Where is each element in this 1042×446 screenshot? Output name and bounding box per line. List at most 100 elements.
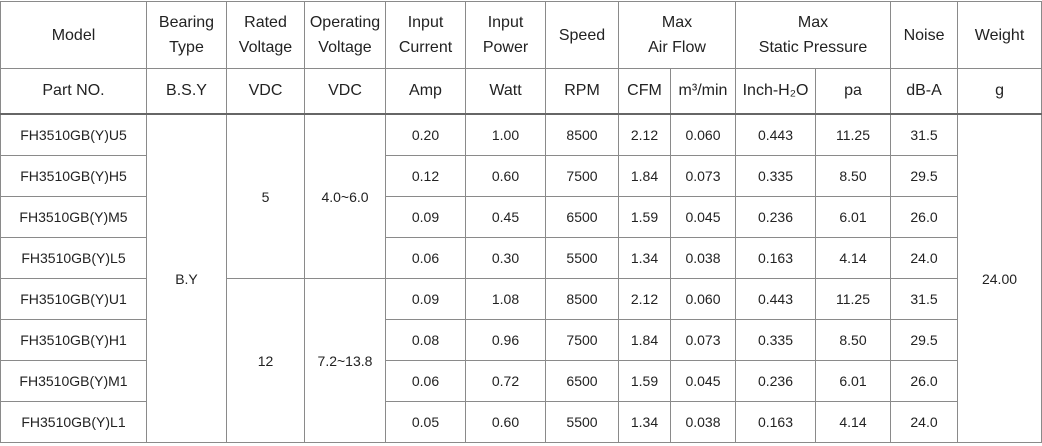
- data-row: FH3510GB(Y)M5 0.09 0.45 6500 1.59 0.045 0.236 6…: [0, 196, 1042, 238]
- data-cell: 11.25: [814, 113, 892, 156]
- data-cell: 11.25: [814, 278, 892, 320]
- data-cell: 5500: [545, 237, 619, 279]
- data-cell: 1.08: [465, 278, 546, 320]
- data-cell: 29.5: [890, 155, 959, 197]
- unit-cell: VDC: [304, 68, 386, 115]
- data-row: FH3510GB(Y)L5 0.06 0.30 5500 1.34 0.038 0.163 4…: [0, 237, 1042, 279]
- unit-cell: Amp: [385, 68, 466, 115]
- operating-voltage-cell: 7.2~13.8: [304, 278, 386, 443]
- data-cell: 26.0: [890, 196, 959, 238]
- data-cell: 2.12: [618, 113, 671, 156]
- data-row: FH3510GB(Y)M1 0.06 0.72 6500 1.59 0.045 0.236 6…: [0, 360, 1042, 402]
- data-cell: 0.06: [385, 237, 466, 279]
- unit-cell: Inch-H₂O: [735, 68, 816, 115]
- header-text: Speed: [558, 26, 606, 44]
- header-text: Operating: [309, 14, 381, 31]
- header-text: Type: [169, 39, 204, 56]
- data-cell: 0.073: [670, 155, 736, 197]
- header-cell: Input Power: [465, 1, 546, 69]
- data-row: FH3510GB(Y)U5 B.Y 5 4.0~6.0 0.20 1.00 8500 2.12…: [0, 113, 1042, 443]
- data-cell: 8500: [545, 278, 619, 320]
- data-cell: 0.96: [465, 319, 546, 361]
- header-text: Air Flow: [648, 39, 706, 56]
- data-cell: 0.236: [735, 360, 816, 402]
- data-cell: 0.60: [465, 155, 546, 197]
- data-row: FH3510GB(Y)L1 0.05 0.60 5500 1.34 0.038 0.163 4…: [0, 401, 1042, 443]
- data-cell: FH3510GB(Y)U1: [0, 278, 147, 320]
- unit-cell: CFM: [618, 68, 671, 115]
- header-text: Input: [487, 14, 524, 31]
- unit-row: Part NO. B.S.Y VDC VDC Amp Watt RPM CFM m³/min In…: [0, 68, 1042, 115]
- unit-cell: B.S.Y: [146, 68, 227, 115]
- rated-voltage-cell: 12: [226, 278, 305, 443]
- data-row: FH3510GB(Y)U1 12 7.2~13.8 0.09 1.08 8500 2.12 0…: [0, 278, 1042, 443]
- bearing-cell: B.Y: [146, 113, 227, 443]
- operating-voltage-cell: 4.0~6.0: [304, 113, 386, 279]
- header-cell: Speed: [545, 1, 619, 69]
- data-cell: 1.34: [618, 401, 671, 443]
- data-cell: 24.0: [890, 237, 959, 279]
- data-cell: 6.01: [814, 196, 892, 238]
- data-cell: 0.335: [735, 319, 816, 361]
- data-cell: 0.443: [735, 113, 816, 156]
- data-cell: FH3510GB(Y)U5: [0, 113, 147, 156]
- data-cell: 4.14: [814, 237, 892, 279]
- unit-cell: VDC: [226, 68, 305, 115]
- unit-cell: Part NO.: [0, 68, 147, 115]
- rated-voltage-cell: 5: [226, 113, 305, 279]
- header-cell: Rated Voltage: [226, 1, 305, 69]
- data-cell: 0.443: [735, 278, 816, 320]
- header-text: Static Pressure: [758, 39, 868, 56]
- data-cell: 0.038: [670, 237, 736, 279]
- header-text: Noise: [903, 26, 945, 44]
- header-text: Power: [482, 39, 529, 56]
- data-cell: 6.01: [814, 360, 892, 402]
- data-cell: 24.0: [890, 401, 959, 443]
- unit-cell: m³/min: [670, 68, 736, 115]
- header-text: Weight: [974, 26, 1025, 44]
- data-cell: 6500: [545, 196, 619, 238]
- data-cell: 1.59: [618, 360, 671, 402]
- data-cell: FH3510GB(Y)H1: [0, 319, 147, 361]
- unit-cell: RPM: [545, 68, 619, 115]
- header-cell: Weight: [957, 1, 1042, 69]
- data-cell: 7500: [545, 155, 619, 197]
- header-text: Rated: [244, 14, 287, 31]
- unit-cell: Watt: [465, 68, 546, 115]
- data-cell: 0.20: [385, 113, 466, 156]
- data-cell: 0.72: [465, 360, 546, 402]
- data-cell: 0.60: [465, 401, 546, 443]
- data-cell: 6500: [545, 360, 619, 402]
- data-row: FH3510GB(Y)H1 0.08 0.96 7500 1.84 0.073 0.335 8…: [0, 319, 1042, 361]
- header-text: Max: [661, 14, 693, 31]
- data-cell: FH3510GB(Y)M5: [0, 196, 147, 238]
- header-cell: Max Static Pressure: [734, 1, 892, 69]
- data-cell: 1.84: [618, 319, 671, 361]
- data-cell: 5500: [545, 401, 619, 443]
- data-cell: 0.30: [465, 237, 546, 279]
- data-cell: 0.073: [670, 319, 736, 361]
- data-cell: 0.05: [385, 401, 466, 443]
- data-cell: 0.12: [385, 155, 466, 197]
- data-cell: 1.34: [618, 237, 671, 279]
- data-cell: 31.5: [890, 113, 959, 156]
- data-cell: 0.060: [670, 113, 736, 156]
- data-cell: 0.045: [670, 360, 736, 402]
- header-row: Model Bearing Type Rated Voltage Operating Vol…: [0, 1, 1042, 69]
- data-cell: 0.09: [385, 278, 466, 320]
- data-cell: 0.163: [735, 237, 816, 279]
- data-cell: 0.45: [465, 196, 546, 238]
- data-cell: 0.236: [735, 196, 816, 238]
- unit-cell: g: [957, 68, 1042, 115]
- data-cell: 8.50: [814, 155, 892, 197]
- header-text: Voltage: [318, 39, 372, 56]
- data-cell: 0.08: [385, 319, 466, 361]
- data-cell: 29.5: [890, 319, 959, 361]
- data-cell: FH3510GB(Y)L5: [0, 237, 147, 279]
- header-text: Current: [398, 39, 453, 56]
- data-cell: 7500: [545, 319, 619, 361]
- data-cell: 2.12: [618, 278, 671, 320]
- data-cell: 0.09: [385, 196, 466, 238]
